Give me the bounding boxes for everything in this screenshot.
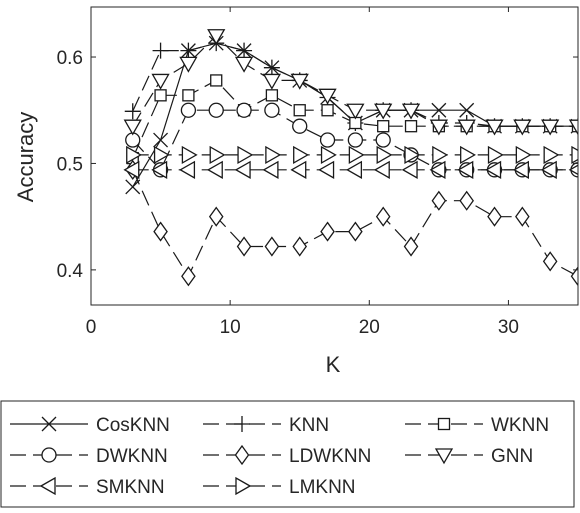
point-lmknn-k5: [155, 147, 169, 163]
point-lmknn-k27: [461, 147, 475, 163]
point-lmknn-k17: [322, 147, 336, 163]
point-wknn-k9: [211, 75, 222, 86]
legend-label: SMKNN: [96, 477, 165, 498]
point-wknn-k5: [155, 90, 166, 101]
point-smknn-k15: [292, 162, 306, 178]
point-smknn-k13: [264, 162, 278, 178]
point-ldwknn-k15: [293, 237, 306, 255]
legend-label: CosKNN: [96, 415, 170, 436]
point-wknn-k7: [183, 90, 194, 101]
point-wknn-k23: [406, 121, 417, 132]
series-smknn: [125, 162, 580, 178]
point-lmknn-k29: [489, 147, 503, 163]
y-tick-label: 0.6: [57, 48, 83, 69]
legend-box: [1, 401, 574, 507]
point-lmknn-k11: [238, 147, 252, 163]
point-cosknn-k5: [154, 133, 168, 147]
point-ldwknn-k27: [460, 192, 473, 210]
point-dwknn-k11: [237, 103, 251, 117]
legend-marker-wknn: [439, 419, 450, 430]
point-gnn-k11: [236, 57, 252, 71]
point-gnn-k13: [264, 74, 280, 88]
point-lmknn-k13: [266, 147, 280, 163]
series-lmknn: [127, 147, 580, 163]
point-knn-k5: [153, 43, 169, 59]
point-ldwknn-k25: [432, 192, 445, 210]
point-lmknn-k31: [516, 147, 530, 163]
point-smknn-k17: [320, 162, 334, 178]
point-lmknn-k21: [377, 147, 391, 163]
point-ldwknn-k23: [405, 237, 418, 255]
series-ldwknn: [126, 161, 580, 285]
series-group: [125, 30, 580, 286]
point-wknn-k21: [378, 121, 389, 132]
point-smknn-k23: [403, 162, 417, 178]
point-ldwknn-k29: [488, 208, 501, 226]
legend-marker-dwknn: [42, 448, 56, 462]
point-gnn-k17: [320, 89, 336, 103]
point-smknn-k9: [208, 162, 222, 178]
x-tick-label: 0: [86, 317, 97, 338]
point-lmknn-k25: [433, 147, 447, 163]
legend-label: LMKNN: [289, 477, 356, 498]
legend-label: DWKNN: [96, 446, 168, 467]
point-ldwknn-k11: [238, 237, 251, 255]
point-smknn-k19: [347, 162, 361, 178]
point-dwknn-k19: [348, 133, 362, 147]
point-ldwknn-k19: [349, 223, 362, 241]
y-axis-label: Accuracy: [13, 112, 38, 202]
point-lmknn-k19: [349, 147, 363, 163]
point-lmknn-k9: [210, 147, 224, 163]
point-dwknn-k21: [376, 133, 390, 147]
point-wknn-k17: [322, 105, 333, 116]
point-dwknn-k9: [209, 103, 223, 117]
plot-area: [125, 30, 580, 286]
point-lmknn-k15: [294, 147, 308, 163]
legend-label: LDWKNN: [289, 446, 371, 467]
point-gnn-k19: [347, 104, 363, 118]
point-dwknn-k13: [265, 103, 279, 117]
point-wknn-k13: [266, 90, 277, 101]
point-gnn-k3: [125, 120, 141, 134]
point-smknn-k7: [180, 162, 194, 178]
point-smknn-k11: [236, 162, 250, 178]
x-tick-label: 30: [498, 317, 519, 338]
point-smknn-k21: [375, 162, 389, 178]
legend-label: WKNN: [491, 415, 549, 436]
point-dwknn-k15: [293, 119, 307, 133]
point-ldwknn-k9: [210, 208, 223, 226]
point-lmknn-k7: [182, 147, 196, 163]
point-ldwknn-k21: [377, 208, 390, 226]
legend-label: KNN: [289, 415, 329, 436]
point-ldwknn-k17: [321, 223, 334, 241]
point-ldwknn-k7: [182, 267, 195, 285]
x-axis-label: K: [326, 352, 341, 377]
point-gnn-k5: [153, 74, 169, 88]
point-lmknn-k33: [544, 147, 558, 163]
y-tick-label: 0.5: [57, 154, 83, 175]
point-wknn-k15: [294, 105, 305, 116]
y-tick-label: 0.4: [57, 261, 84, 282]
point-dwknn-k7: [181, 103, 195, 117]
point-lmknn-k35: [572, 147, 580, 163]
x-tick-label: 10: [220, 317, 241, 338]
x-tick-label: 20: [359, 317, 380, 338]
legend-label: GNN: [491, 446, 533, 467]
point-dwknn-k17: [321, 133, 335, 147]
legend: CosKNN KNN WKNN DWKNN LDWKNN GNN SMKNN LMKNN: [1, 401, 574, 507]
point-ldwknn-k13: [265, 237, 278, 255]
